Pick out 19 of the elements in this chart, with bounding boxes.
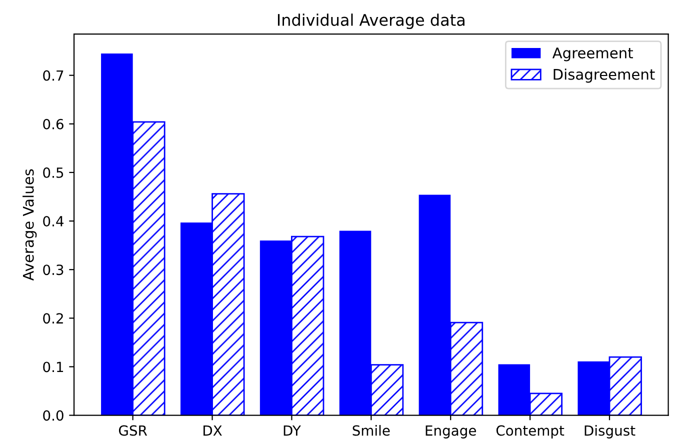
y-tick-label: 0.7 [43, 70, 64, 81]
legend-label: Agreement [552, 48, 633, 62]
y-tick-label: 0.5 [43, 167, 64, 178]
y-tick-label: 0.1 [43, 362, 64, 372]
legend-label: Disagreement [554, 68, 655, 83]
chart-title: Individual Average data [278, 14, 464, 30]
x-tick-label: Engage [426, 425, 476, 438]
x-tick-label: GSR [118, 425, 148, 436]
x-tick-label: DY [284, 425, 301, 436]
y-axis-title: Average Values [22, 169, 37, 281]
x-tick-label: DX [204, 425, 222, 436]
y-tick-label: 0.2 [43, 313, 63, 324]
x-tick-label: Contempt [496, 425, 564, 438]
y-tick-label: 0.3 [43, 264, 64, 276]
y-tick-label: 0.6 [43, 118, 64, 130]
y-tick-label: 0.0 [43, 410, 64, 421]
x-tick-label: Smile [352, 425, 390, 436]
y-tick-label: 0.4 [43, 216, 64, 227]
x-tick-label: Disgust [584, 425, 636, 438]
